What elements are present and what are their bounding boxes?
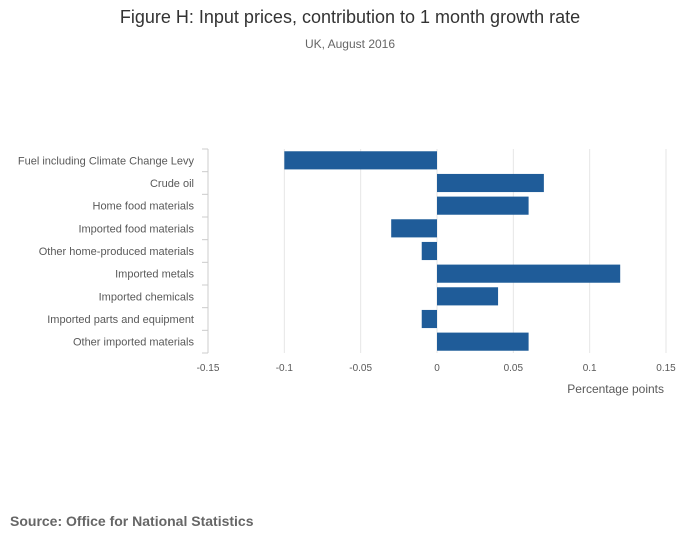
category-label: Crude oil <box>150 178 194 190</box>
bar[interactable] <box>437 196 529 215</box>
x-tick-label: 0 <box>434 363 440 374</box>
x-tick-labels: -0.15 -0.1 -0.05 0 0.05 0.1 0.15 <box>197 363 677 374</box>
x-tick-label: 0.1 <box>583 363 597 374</box>
bar[interactable] <box>437 173 544 193</box>
chart-subtitle: UK, August 2016 <box>304 37 396 51</box>
x-tick-label: 0.05 <box>504 363 524 374</box>
x-tick-label: -0.05 <box>349 363 372 374</box>
category-labels: Fuel including Climate Change Levy Crude … <box>18 155 195 348</box>
x-tick-label: -0.1 <box>276 363 294 374</box>
category-label: Imported parts and equipment <box>47 314 194 326</box>
bar[interactable] <box>437 287 499 306</box>
category-label: Imported metals <box>115 269 194 281</box>
x-tick-label: -0.15 <box>197 363 220 374</box>
category-label: Imported chemicals <box>99 291 195 303</box>
category-label: Other imported materials <box>73 337 195 349</box>
category-label: Fuel including Climate Change Levy <box>18 155 195 167</box>
bars <box>284 151 621 351</box>
chart-title: Figure H: Input prices, contribution to … <box>119 7 581 27</box>
category-label: Other home-produced materials <box>39 246 195 258</box>
bar[interactable] <box>437 264 621 283</box>
x-tick-label: 0.15 <box>656 363 676 374</box>
category-label: Imported food materials <box>78 223 194 235</box>
bar[interactable] <box>284 151 437 170</box>
source-note: Source: Office for National Statistics <box>10 513 254 529</box>
bar[interactable] <box>391 219 437 238</box>
bar[interactable] <box>421 309 437 329</box>
x-axis-label: Percentage points <box>567 382 664 396</box>
y-axis <box>202 148 209 354</box>
bar[interactable] <box>437 332 529 351</box>
category-label: Home food materials <box>93 201 195 213</box>
bar[interactable] <box>421 241 437 261</box>
